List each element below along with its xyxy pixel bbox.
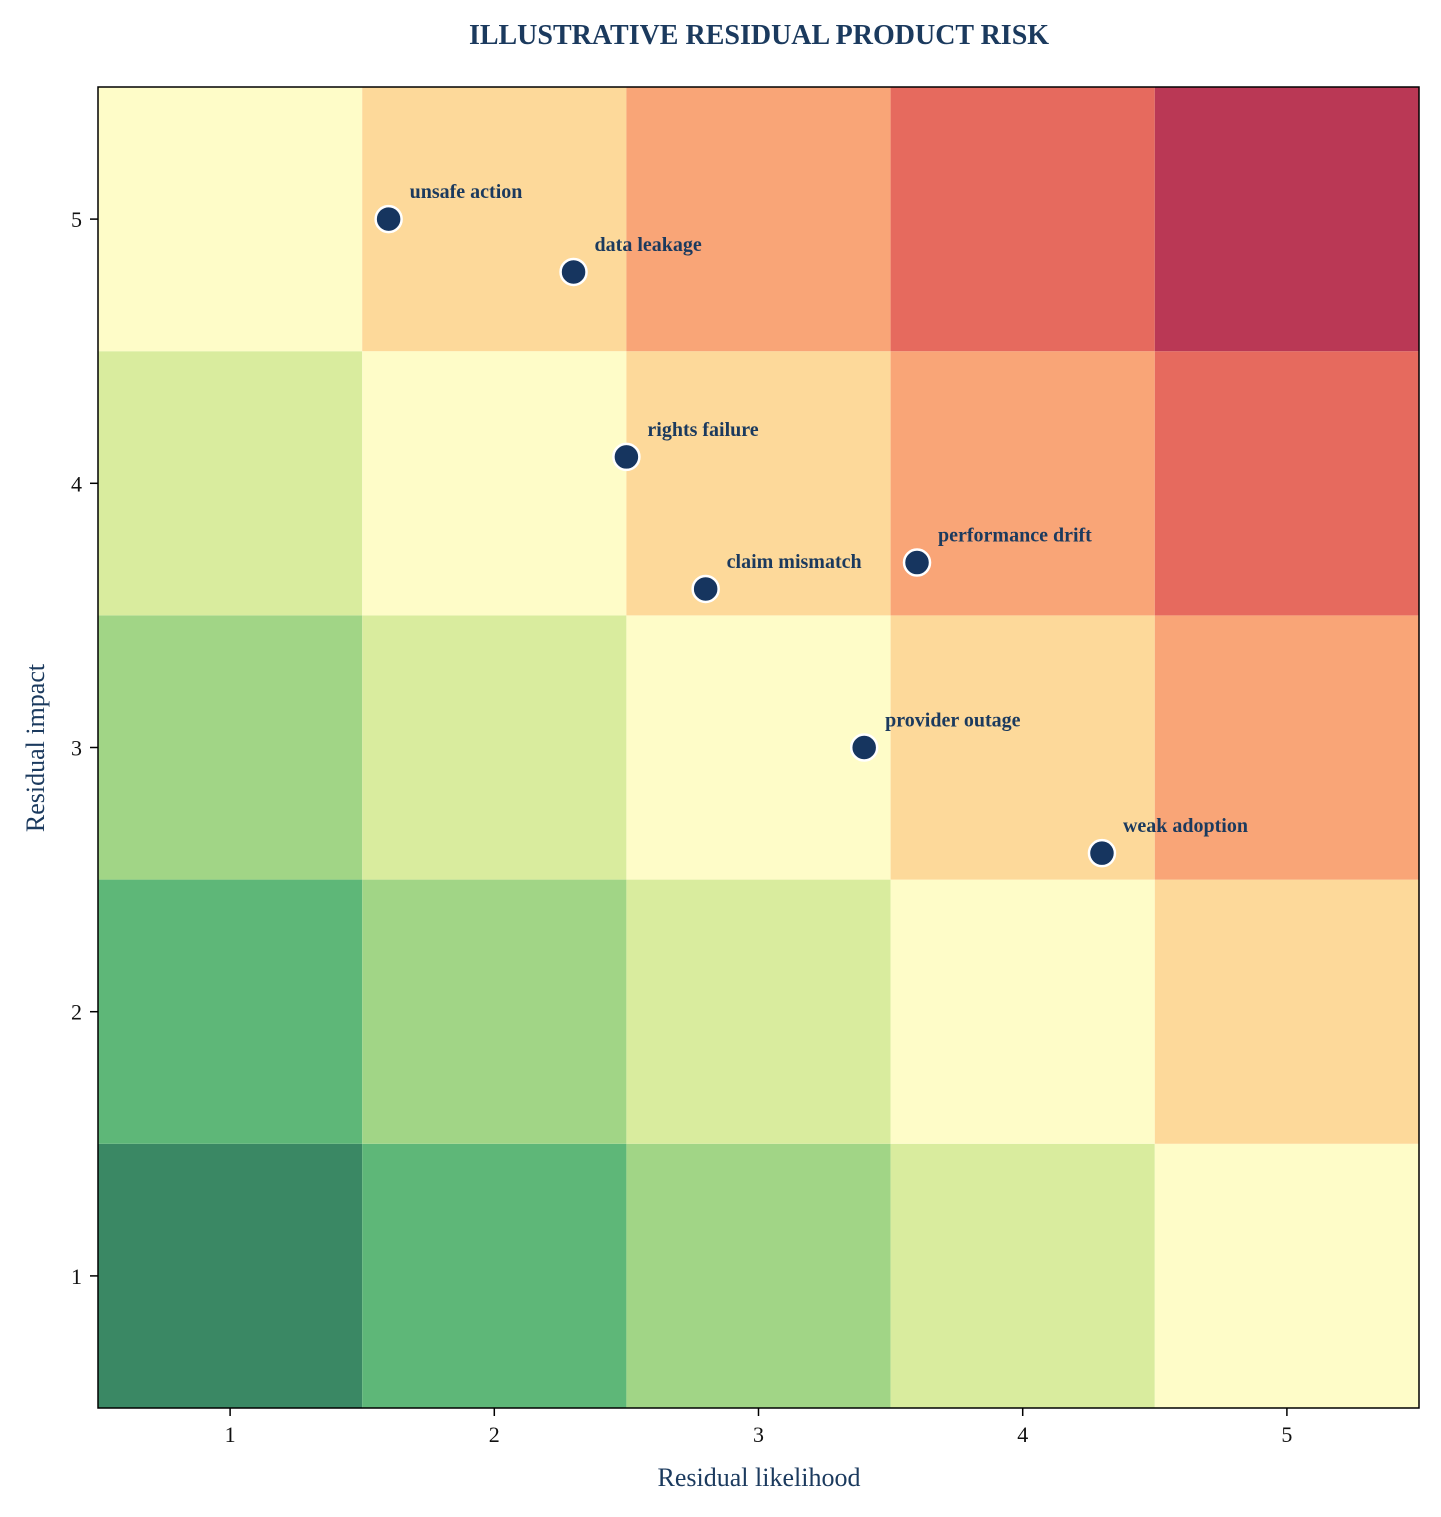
y-axis-ticks: 1 2 3 4 5: [71, 207, 98, 1289]
risk-point-marker: [559, 257, 588, 287]
heatmap-cell-l5-i5: [1154, 87, 1419, 352]
heatmap-cell-l4-i2: [890, 879, 1155, 1144]
heatmap-cell-l1-i5: [98, 87, 363, 352]
chart-title: ILLUSTRATIVE RESIDUAL PRODUCT RISK: [469, 20, 1049, 51]
risk-point-label: weak adoption: [1123, 815, 1248, 837]
heatmap-cell-l2-i5: [362, 87, 627, 352]
y-tick-label: 5: [71, 207, 82, 232]
heatmap-cell-l2-i3: [362, 615, 627, 880]
x-tick-label: 4: [1017, 1422, 1028, 1447]
heatmap-cells: [98, 87, 1419, 1408]
risk-points: unsafe action data leakage rights failure c…: [374, 181, 1248, 868]
heatmap-cell-l2-i1: [362, 1143, 627, 1408]
risk-point-label: provider outage: [885, 710, 1020, 732]
risk-point-marker: [849, 733, 879, 762]
heatmap-cell-l1-i4: [98, 351, 363, 616]
risk-point-marker: [374, 204, 403, 234]
x-tick-label: 2: [489, 1422, 500, 1447]
risk-point-label: unsafe action: [410, 181, 523, 203]
heatmap-cell-l3-i4: [626, 351, 891, 616]
y-tick-label: 2: [71, 1000, 82, 1025]
y-tick-label: 3: [71, 736, 82, 761]
risk-point-label: claim mismatch: [727, 551, 862, 573]
risk-point-marker: [691, 574, 720, 604]
heatmap-cell-l2-i4: [362, 351, 627, 616]
heatmap-cell-l3-i1: [626, 1143, 891, 1408]
heatmap-cell-l3-i5: [626, 87, 891, 352]
heatmap-cell-l5-i3: [1154, 615, 1419, 880]
risk-point-marker: [1087, 838, 1117, 868]
heatmap-cell-l4-i1: [890, 1143, 1155, 1408]
x-tick-label: 1: [225, 1422, 236, 1447]
heatmap-cell-l3-i2: [626, 879, 891, 1144]
x-axis-ticks: 1 2 3 4 5: [225, 1408, 1292, 1447]
x-tick-label: 3: [753, 1422, 764, 1447]
heatmap-cell-l1-i1: [98, 1143, 363, 1408]
heatmap-cell-l4-i4: [890, 351, 1155, 616]
heatmap-cell-l5-i1: [1154, 1143, 1419, 1408]
x-axis-label: Residual likelihood: [658, 1463, 861, 1492]
heatmap-cell-l1-i2: [98, 879, 363, 1144]
heatmap-cell-l4-i3: [890, 615, 1155, 880]
heatmap-cell-l5-i4: [1154, 351, 1419, 616]
risk-point-label: rights failure: [647, 419, 758, 441]
y-axis-label: Residual impact: [21, 663, 50, 832]
risk-point-marker: [612, 442, 641, 472]
heatmap-cell-l3-i3: [626, 615, 891, 880]
risk-point-marker: [902, 548, 932, 577]
y-tick-label: 1: [71, 1264, 82, 1289]
heatmap-cell-l2-i2: [362, 879, 627, 1144]
risk-point-label: performance drift: [938, 525, 1092, 547]
risk-point-label: data leakage: [595, 234, 702, 256]
heatmap-cell-l5-i2: [1154, 879, 1419, 1144]
x-tick-label: 5: [1281, 1422, 1292, 1447]
heatmap-cell-l4-i5: [890, 87, 1155, 352]
y-tick-label: 4: [71, 471, 82, 496]
heatmap-cell-l1-i3: [98, 615, 363, 880]
